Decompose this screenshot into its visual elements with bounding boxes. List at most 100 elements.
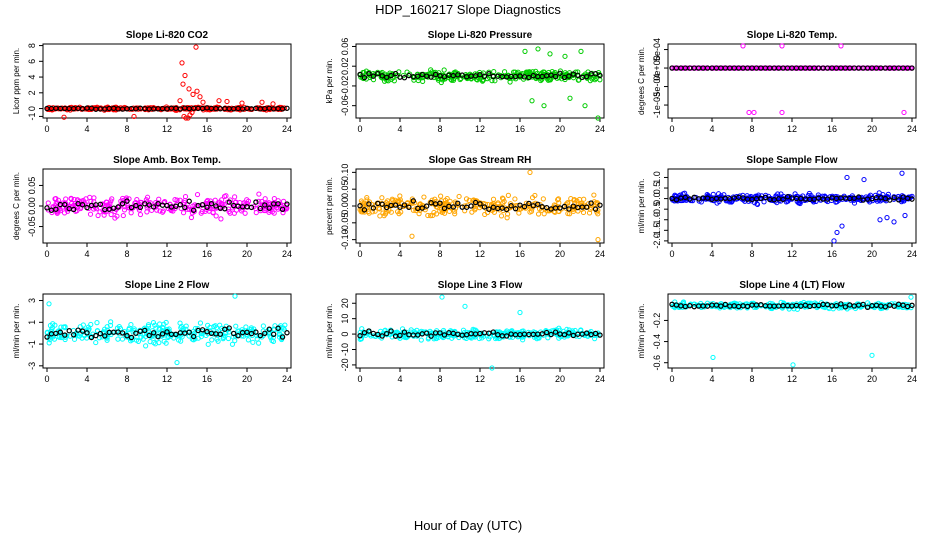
- data-point: [145, 322, 152, 328]
- black-point: [428, 74, 434, 80]
- data-point: [535, 211, 542, 217]
- x-tick-label: 8: [124, 374, 129, 384]
- data-point: [157, 208, 163, 214]
- data-point: [479, 335, 485, 341]
- data-point: [463, 196, 470, 202]
- black-point: [133, 330, 139, 336]
- data-point: [541, 211, 547, 217]
- black-point: [477, 71, 483, 78]
- y-tick-label: -0.05: [340, 213, 350, 234]
- x-tick-label: 0: [44, 249, 49, 259]
- data-point: [183, 115, 189, 121]
- black-point: [93, 332, 99, 339]
- data-point: [194, 88, 200, 94]
- data-point: [61, 324, 67, 330]
- data-point: [792, 65, 798, 71]
- data-point: [220, 336, 226, 342]
- black-point: [583, 330, 590, 336]
- black-point: [361, 330, 368, 336]
- black-point: [833, 302, 840, 309]
- x-tick-label: 0: [44, 124, 49, 134]
- data-point: [149, 332, 156, 339]
- figure-title: HDP_160217 Slope Diagnostics: [375, 2, 561, 17]
- black-point: [895, 197, 902, 203]
- data-point: [256, 191, 262, 197]
- data-point: [438, 193, 444, 199]
- data-point: [271, 210, 277, 216]
- data-point: [782, 65, 788, 71]
- data-point: [581, 196, 587, 202]
- data-point: [411, 77, 417, 83]
- black-point: [561, 203, 568, 210]
- black-point: [397, 204, 403, 210]
- data-point: [282, 206, 288, 212]
- panel-5: Slope Gas Stream RH percent per min. 0 4 8 12…: [325, 155, 605, 259]
- data-point: [556, 200, 562, 206]
- data-point: [144, 194, 151, 200]
- data-point: [199, 208, 205, 215]
- data-point: [101, 212, 107, 218]
- data-point: [691, 301, 698, 307]
- data-point: [869, 352, 875, 358]
- black-point: [441, 74, 448, 80]
- data-point: [504, 215, 510, 221]
- x-tick-label: 8: [437, 374, 442, 384]
- black-point: [682, 194, 689, 201]
- black-point: [887, 197, 893, 203]
- data-point: [470, 326, 476, 332]
- y-tick-label: 0.05: [27, 177, 37, 195]
- data-point: [718, 193, 724, 199]
- panel-9: Slope Line 4 (LT) Flow ml/min per min. 0 4 8…: [637, 280, 917, 384]
- data-point: [74, 197, 81, 203]
- y-tick-label: -1.5: [652, 223, 662, 239]
- black-point: [900, 302, 906, 308]
- black-point: [397, 332, 403, 339]
- data-point: [94, 320, 100, 326]
- data-point: [500, 196, 506, 202]
- data-point: [88, 321, 94, 328]
- panel-7: Slope Line 2 Flow ml/min per min. 0 4 8 12 16 2…: [12, 280, 292, 384]
- data-point: [590, 75, 597, 81]
- x-tick-label: 12: [787, 374, 797, 384]
- data-point: [174, 359, 180, 366]
- x-tick-label: 20: [867, 124, 877, 134]
- black-point: [79, 202, 86, 208]
- black-point: [566, 206, 572, 212]
- black-point: [361, 207, 368, 213]
- y-tick-label: -1: [27, 112, 37, 120]
- x-tick-label: 0: [669, 374, 674, 384]
- data-point: [831, 238, 837, 244]
- x-tick-label: 24: [595, 374, 605, 384]
- data-point: [476, 335, 482, 342]
- x-tick-label: 0: [357, 249, 362, 259]
- y-tick-label: -0.05: [27, 216, 37, 237]
- data-point: [256, 198, 262, 204]
- data-point: [397, 335, 403, 341]
- black-point: [150, 204, 157, 210]
- data-point: [792, 303, 799, 309]
- data-point: [150, 320, 157, 326]
- black-point: [186, 198, 192, 204]
- data-point: [555, 197, 561, 203]
- black-point: [780, 196, 786, 203]
- y-axis-label: ml/min per min.: [12, 304, 21, 359]
- data-point: [165, 334, 171, 341]
- y-axis-label: degrees C per min.: [637, 47, 646, 115]
- y-tick-label: 4: [27, 75, 37, 80]
- x-tick-label: 20: [555, 124, 565, 134]
- data-point: [498, 213, 505, 219]
- data-point: [396, 211, 402, 217]
- data-point: [499, 195, 506, 201]
- x-tick-label: 8: [749, 249, 754, 259]
- black-point: [370, 73, 377, 79]
- data-point: [877, 217, 883, 223]
- data-point: [410, 207, 416, 213]
- data-point: [107, 322, 114, 328]
- data-point: [68, 195, 74, 201]
- black-point: [517, 202, 523, 208]
- data-point: [190, 91, 196, 97]
- panel-title: Slope Li-820 CO2: [126, 30, 209, 41]
- data-point: [561, 334, 568, 340]
- data-point: [746, 109, 752, 116]
- data-point: [482, 211, 488, 218]
